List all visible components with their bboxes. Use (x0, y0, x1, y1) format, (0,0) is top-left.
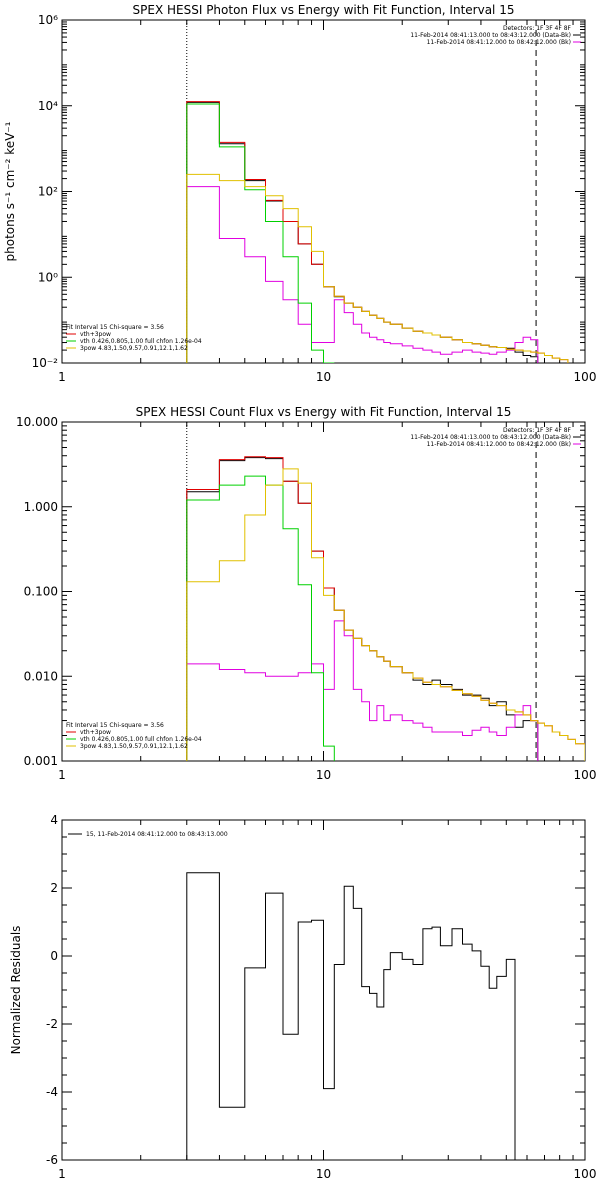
legend-left-entry: vth 0.426,0.805,1.00 full chfon 1.26e-04 (80, 736, 202, 743)
y-axis-label: photons s⁻¹ cm⁻² keV⁻¹ (3, 121, 17, 261)
y-tick-label: 0 (50, 949, 58, 963)
y-tick-label: 10² (38, 185, 58, 199)
series-0-line (186, 457, 539, 761)
legend-right-entry: 11-Feb-2014 08:41:13.000 to 08:43:12.000… (410, 32, 571, 39)
y-axis-label: Normalized Residuals (9, 926, 23, 1055)
count-flux-panel: SPEX HESSI Count Flux vs Energy with Fit… (16, 405, 596, 782)
y-tick-label: 10⁻² (32, 356, 59, 370)
legend-left-entry: Fit Interval 15 Chi-square = 3.56 (66, 722, 164, 729)
chart-title: SPEX HESSI Photon Flux vs Energy with Fi… (133, 3, 515, 17)
y-tick-label: 4 (50, 813, 58, 827)
series-2-line (186, 101, 569, 363)
x-tick-label: 100 (574, 1167, 597, 1181)
legend-right-entry: 11-Feb-2014 08:41:12.000 to 08:42:12.000… (427, 39, 571, 46)
series-4-line (186, 468, 585, 761)
series-1-line (186, 186, 539, 363)
legend-left-entry: Fit Interval 15 Chi-square = 3.56 (66, 324, 164, 331)
y-tick-label: 0.010 (24, 669, 58, 683)
residuals-panel: 1 10 100 -6 -4 -2 0 2 4 Normalized Residuals 15, 1… (9, 813, 596, 1181)
y-tick-label: 1.000 (24, 500, 58, 514)
chart-title: SPEX HESSI Count Flux vs Energy with Fit… (136, 405, 512, 419)
y-tick-label: -2 (46, 1017, 58, 1031)
series-4-line (186, 173, 569, 363)
x-tick-label: 10 (316, 370, 331, 384)
x-tick-label: 1 (58, 370, 66, 384)
x-tick-label: 10 (316, 1167, 331, 1181)
legend-left-entry: vth+3pow (80, 331, 111, 338)
legend-right-entry: 11-Feb-2014 08:41:12.000 to 08:42:12.000… (427, 441, 571, 448)
legend-right-entry: Detectors: 1F 3F 4F 8F (503, 427, 572, 434)
x-tick-label: 1 (58, 768, 66, 782)
y-tick-label: 0.001 (24, 754, 58, 768)
y-tick-label: -6 (46, 1153, 58, 1167)
plot-frame (61, 19, 586, 364)
series-0-line (186, 101, 539, 363)
y-tick-label: 2 (50, 881, 58, 895)
y-tick-label: 10⁶ (38, 13, 58, 27)
legend-left-entry: 3pow 4.83,1.50,9.57,0.91,12.1,1.62 (80, 345, 188, 352)
series-3-line (186, 475, 335, 761)
legend-right-entry: 11-Feb-2014 08:41:13.000 to 08:43:12.000… (410, 434, 571, 441)
legend-right-entry: Detectors: 1F 3F 4F 8F (503, 25, 572, 32)
legend-left-entry: 3pow 4.83,1.50,9.57,0.91,12.1,1.62 (80, 743, 188, 750)
y-tick-label: 10⁰ (38, 270, 58, 284)
x-tick-label: 100 (574, 768, 597, 782)
legend-left-entry: 15, 11-Feb-2014 08:41:12.000 to 08:43:13… (86, 831, 228, 838)
legend-left-entry: vth 0.426,0.805,1.00 full chfon 1.26e-04 (80, 338, 202, 345)
x-tick-label: 10 (316, 768, 331, 782)
y-tick-label: 10.000 (16, 415, 58, 429)
series-1-line (186, 620, 539, 761)
y-tick-label: -4 (46, 1085, 58, 1099)
legend-left-entry: vth+3pow (80, 729, 111, 736)
photon-flux-panel: SPEX HESSI Photon Flux vs Energy with Fi… (3, 3, 596, 384)
x-tick-label: 1 (58, 1167, 66, 1181)
y-tick-label: 0.100 (24, 585, 58, 599)
x-tick-label: 100 (574, 370, 597, 384)
series-3-line (186, 103, 335, 363)
y-tick-label: 10⁴ (38, 99, 58, 113)
series-0-line (186, 872, 516, 1160)
